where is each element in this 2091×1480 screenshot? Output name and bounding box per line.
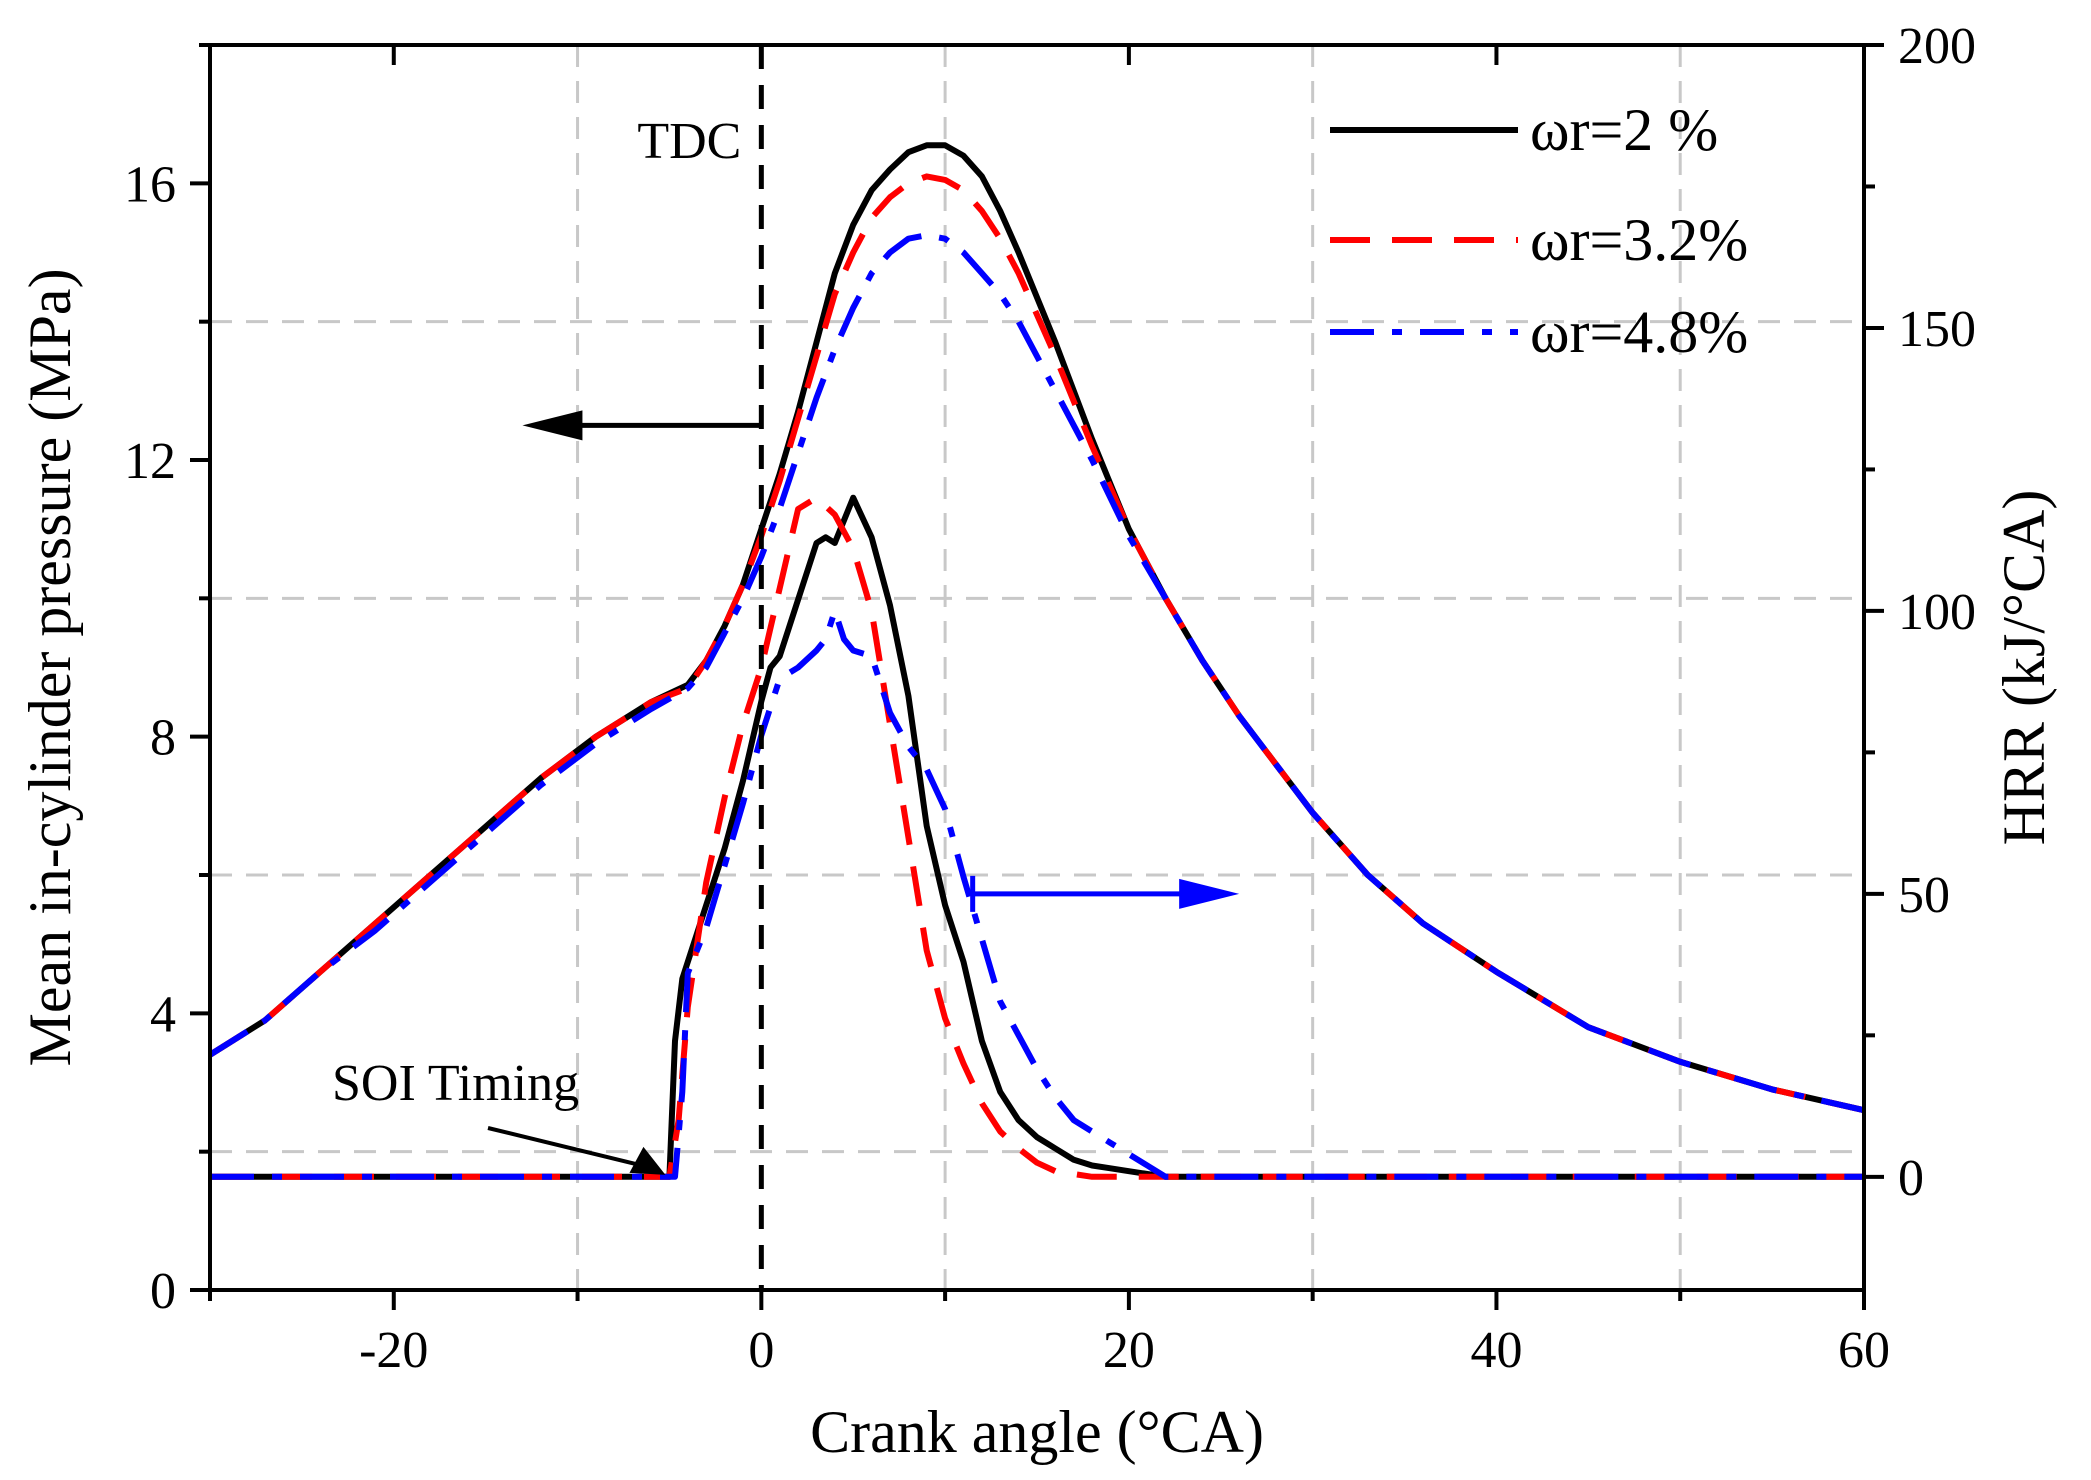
y-right-tick-label: 0 — [1898, 1150, 1924, 1207]
soi-label: SOI Timing — [332, 1055, 579, 1112]
y-right-tick-label: 200 — [1898, 18, 1976, 75]
series-3-hrr-line — [210, 607, 1864, 1180]
y-right-axis-title: HRR (kJ/°CA) — [1991, 490, 2057, 846]
series-2-hrr-line — [210, 494, 1864, 1180]
y-left-tick-label: 8 — [150, 710, 176, 767]
x-tick-label: 20 — [1103, 1322, 1155, 1379]
annotations: TDC SOI Timing — [332, 45, 1240, 1290]
x-tick-label: 60 — [1838, 1322, 1890, 1379]
series-3-pressure-line — [208, 232, 1865, 1114]
left-arrow-head — [522, 410, 583, 441]
soi-arrow-head — [629, 1146, 666, 1175]
grid — [210, 45, 1864, 1290]
y-left-axis-title: Mean in-cylinder pressure (MPa) — [17, 268, 83, 1066]
y-left-tick-label: 0 — [150, 1263, 176, 1320]
legend-label-2: ωr=3.2% — [1530, 207, 1748, 273]
legend-label-1: ωr=2 % — [1530, 97, 1718, 163]
y-right-tick-label: 100 — [1898, 584, 1976, 641]
plot-frame — [208, 43, 1866, 1292]
x-tick-label: -20 — [359, 1322, 428, 1379]
y-left-tick-label: 4 — [150, 986, 176, 1043]
series-layer — [208, 142, 1865, 1180]
y-left-tick-label: 12 — [124, 433, 176, 490]
right-arrow-head — [1179, 878, 1240, 909]
series-1-hrr-line — [210, 494, 1864, 1180]
axes: -20 0 20 40 60 0 4 8 12 16 0 50 100 150 200 — [124, 18, 1976, 1379]
soi-arrow-line — [487, 1126, 648, 1169]
tdc-label: TDC — [637, 113, 741, 170]
x-tick-label: 0 — [748, 1322, 774, 1379]
legend-label-3: ωr=4.8% — [1530, 299, 1748, 365]
y-left-tick-label: 16 — [124, 156, 176, 213]
legend: ωr=2 % ωr=3.2% ωr=4.8% — [1330, 97, 1748, 365]
y-right-tick-label: 150 — [1898, 301, 1976, 358]
y-right-tick-label: 50 — [1898, 867, 1950, 924]
x-tick-label: 40 — [1470, 1322, 1522, 1379]
x-axis-title: Crank angle (°CA) — [810, 1399, 1264, 1465]
